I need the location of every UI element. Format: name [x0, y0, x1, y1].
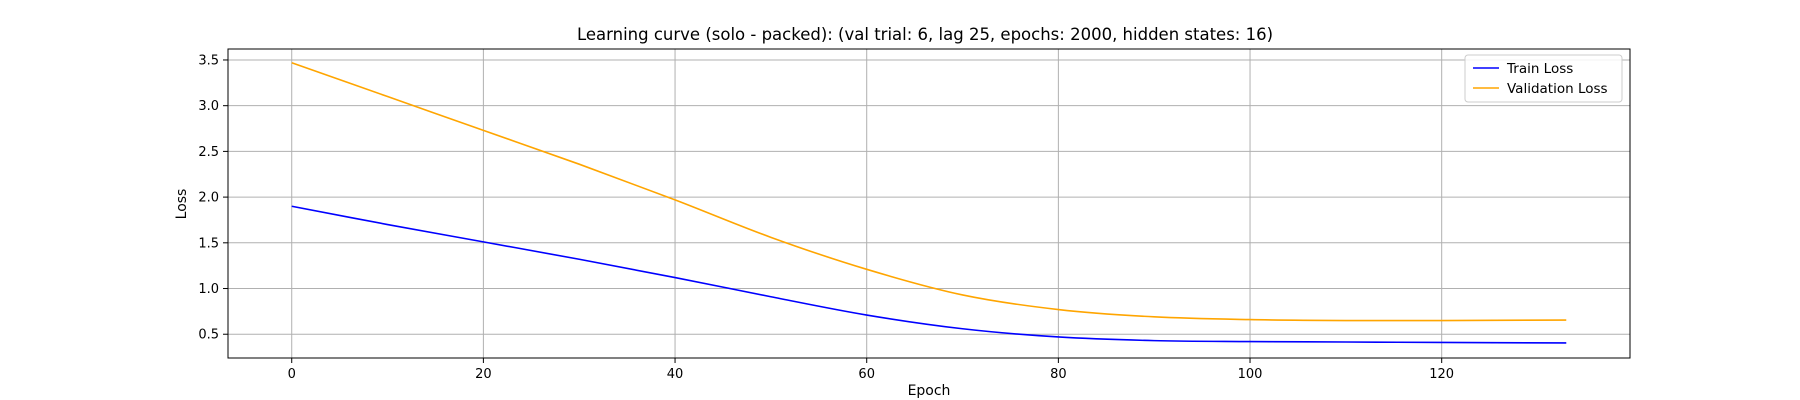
x-tick-label: 80: [1050, 367, 1067, 382]
x-tick-label: 0: [288, 367, 296, 382]
validation-loss-line: [291, 61, 1567, 322]
y-tick-label: 1.0: [198, 282, 219, 297]
grid: [228, 49, 1630, 358]
x-tick-label: 100: [1238, 367, 1263, 382]
x-tick-label: 120: [1429, 367, 1454, 382]
y-tick-label: 1.5: [198, 236, 219, 251]
train-loss-line: [291, 205, 1567, 344]
x-tick-label: 20: [475, 367, 492, 382]
y-tick-label: 2.5: [198, 145, 219, 160]
x-tick-label: 60: [858, 367, 875, 382]
axis-ticks: 0 20 40 60 80 100 120 0.5 1.0 1.5 2.0 2.5 3.0 3.5: [198, 53, 1454, 382]
legend-label-train-loss: Train Loss: [1506, 61, 1573, 77]
x-tick-label: 40: [667, 367, 684, 382]
y-tick-label: 3.5: [198, 53, 219, 68]
x-axis-label: Epoch: [908, 383, 951, 399]
chart-title: Learning curve (solo - packed): (val tri…: [577, 25, 1273, 44]
plot-frame: [227, 48, 1631, 359]
legend: Train Loss Validation Loss: [1464, 54, 1623, 103]
y-tick-label: 0.5: [198, 328, 219, 343]
y-axis-label: Loss: [174, 189, 190, 220]
y-tick-label: 2.0: [198, 191, 219, 206]
legend-box: [1464, 54, 1623, 103]
series-lines: [291, 61, 1567, 344]
y-tick-label: 3.0: [198, 99, 219, 114]
legend-label-validation-loss: Validation Loss: [1507, 81, 1608, 97]
